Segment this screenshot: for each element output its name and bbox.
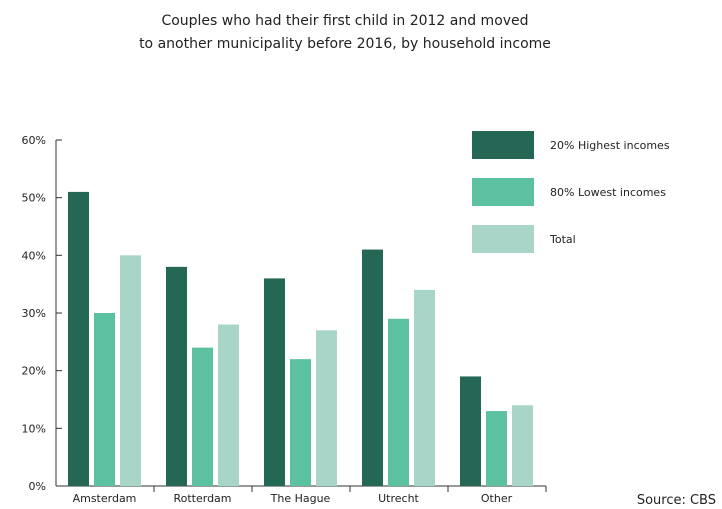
legend-swatch [472,131,534,159]
chart-title-line-2: to another municipality before 2016, by … [139,36,551,52]
bar-utrecht-series-3 [414,289,435,486]
legend-label: 20% Highest incomes [550,139,670,152]
bar-utrecht-series-1 [362,249,383,486]
bar-other-series-3 [512,405,533,486]
y-tick-label: 40% [22,249,46,262]
chart-bars [68,191,533,486]
y-tick-label: 0% [29,480,46,493]
bar-amsterdam-series-2 [94,313,115,486]
bar-the-hague-series-2 [290,359,311,486]
bar-amsterdam-series-1 [68,191,89,486]
bar-other-series-2 [486,411,507,486]
chart-title: Couples who had their first child in 201… [0,10,690,56]
bar-the-hague-series-1 [264,278,285,486]
x-category-label: Utrecht [378,492,419,505]
legend-label: Total [549,233,576,246]
x-category-label: The Hague [270,492,331,505]
chart-legend: 20% Highest incomes 80% Lowest incomes Tot… [472,131,670,253]
y-tick-label: 10% [22,422,46,435]
x-category-label: Amsterdam [73,492,137,505]
bar-rotterdam-series-2 [192,347,213,486]
bar-rotterdam-series-3 [218,324,239,486]
y-tick-label: 50% [22,192,46,205]
bar-the-hague-series-3 [316,330,337,486]
bar-amsterdam-series-3 [120,255,141,486]
legend-swatch [472,225,534,253]
source-note: Source: CBS [636,493,716,508]
bar-utrecht-series-2 [388,318,409,486]
y-tick-label: 20% [22,365,46,378]
x-category-label: Other [481,492,513,505]
y-tick-label: 60% [22,134,46,147]
legend-swatch [472,178,534,206]
chart-title-line-1: Couples who had their first child in 201… [161,13,529,29]
bar-other-series-1 [460,376,481,486]
x-category-label: Rotterdam [173,492,231,505]
legend-label: 80% Lowest incomes [550,186,666,199]
y-tick-label: 30% [22,307,46,320]
bar-rotterdam-series-1 [166,266,187,486]
